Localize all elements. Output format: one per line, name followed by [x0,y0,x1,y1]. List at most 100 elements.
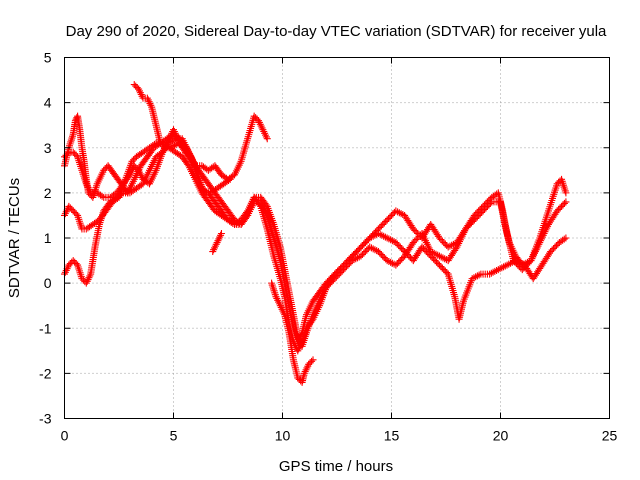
x-axis-label: GPS time / hours [279,458,393,475]
data-point [325,281,333,289]
data-point [475,211,483,219]
data-point [379,252,387,260]
data-point [441,240,449,248]
data-point [132,163,140,171]
data-point [380,254,388,262]
x-tick-label: 15 [384,428,400,444]
data-point [411,226,419,234]
data-point [434,260,442,268]
data-point [562,189,570,197]
data-point [370,229,378,237]
data-point [225,176,233,184]
data-point [553,180,561,188]
data-point [430,255,438,263]
data-point [385,214,393,222]
data-point [481,205,489,213]
data-point [363,237,371,245]
data-point [392,239,400,247]
data-point [308,357,316,365]
data-point [361,248,369,256]
data-point [360,249,368,257]
data-points [61,81,570,386]
x-tick-label: 10 [275,428,291,444]
data-point [156,139,164,147]
data-point [338,267,346,275]
data-point [66,204,74,212]
data-point [79,276,87,284]
data-point [342,263,350,271]
data-point [551,243,559,251]
data-point [390,260,398,268]
data-point [441,267,449,275]
y-tick-label: 5 [44,50,52,66]
data-point [409,239,417,247]
data-point [465,222,473,230]
data-point [555,205,563,213]
data-point [482,204,490,212]
data-point [547,248,555,256]
data-point [118,190,126,198]
y-tick-label: -3 [39,411,52,427]
data-point [562,234,570,242]
data-point [128,157,136,165]
data-point [473,213,481,221]
data-point [393,260,401,268]
data-point [357,252,365,260]
data-point [372,228,380,236]
data-point [462,225,470,233]
data-point [438,264,446,272]
data-point [419,245,427,253]
data-point [366,234,374,242]
data-point [361,239,369,247]
data-point [360,240,368,248]
y-axis-label: SDTVAR / TECUs [6,178,23,298]
data-point [354,246,362,254]
data-point [437,236,445,244]
data-point [364,236,372,244]
data-point [411,237,419,245]
data-point [373,226,381,234]
data-point [322,284,330,292]
data-point [252,114,260,122]
data-point [363,246,371,254]
data-point [217,229,225,237]
data-point [412,228,420,236]
data-point [329,276,337,284]
data-point [243,213,251,221]
data-point [374,225,382,233]
data-point [335,270,343,278]
data-point [68,205,76,213]
data-point [558,202,566,210]
data-point [440,239,448,247]
data-point [437,263,445,271]
data-point [295,375,303,383]
data-point [470,216,478,224]
data-point [331,275,339,283]
data-point [377,222,385,230]
data-point [398,255,406,263]
data-point [556,204,564,212]
data-point [472,214,480,222]
data-point [376,223,384,231]
data-point [69,207,77,215]
grid-lines [64,57,610,419]
data-point [358,242,366,250]
data-point [479,207,487,215]
data-point [69,257,77,265]
data-point [443,269,451,277]
data-point [71,208,79,216]
data-point [467,219,475,227]
data-point [78,275,86,283]
data-point [306,359,314,367]
y-tick-label: 2 [44,185,52,201]
data-point [69,148,77,156]
y-tick-label: 0 [44,275,52,291]
data-point [550,245,558,253]
data-point [435,261,443,269]
data-point [440,266,448,274]
data-point [414,234,422,242]
data-point [415,232,423,240]
data-point [396,257,404,265]
data-point [466,220,474,228]
data-point [332,273,340,281]
